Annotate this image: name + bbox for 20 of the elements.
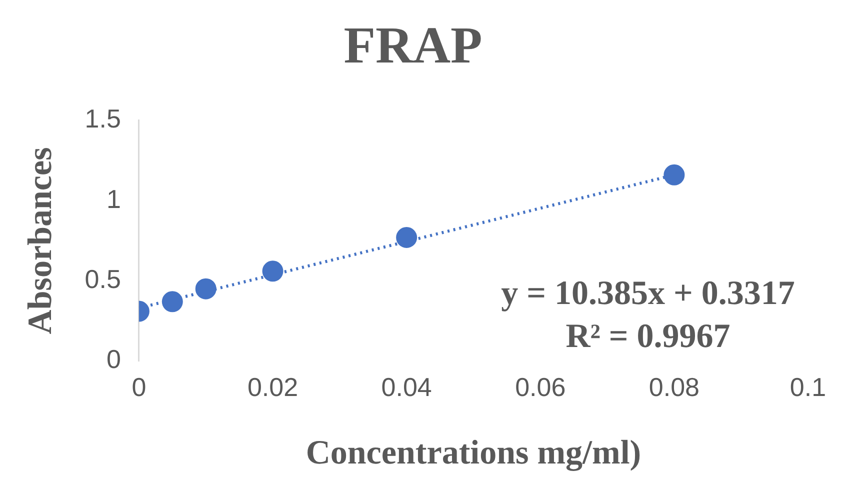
annotation: y = 10.385x + 0.3317 <box>501 274 795 312</box>
point <box>262 260 284 282</box>
point <box>664 164 685 186</box>
x-tick-label: 0.04 <box>381 372 432 402</box>
x-tick-label: 0.08 <box>648 372 700 402</box>
y-tick-label: 1 <box>106 184 121 214</box>
y-tick-label: 1.5 <box>84 104 121 134</box>
point <box>195 278 216 300</box>
x-tick-label: 0.1 <box>790 372 826 402</box>
x-tick-label: 0 <box>132 372 146 402</box>
annotation: R² = 0.9967 <box>566 318 730 355</box>
y-axis-title: Absorbances <box>22 147 60 334</box>
x-axis-title: Concentrations mg/ml) <box>306 434 642 472</box>
point <box>396 226 418 248</box>
point <box>162 291 183 312</box>
chart-title: FRAP <box>344 18 482 75</box>
x-tick-label: 0.02 <box>247 372 298 402</box>
x-tick-label: 0.06 <box>515 372 566 402</box>
y-tick-label: 0.5 <box>84 264 121 294</box>
y-tick-label: 0 <box>106 344 121 374</box>
